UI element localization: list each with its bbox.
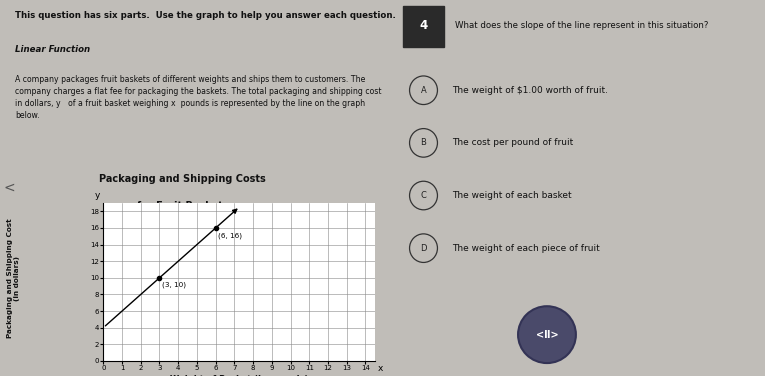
X-axis label: Weight of Basket (in pounds): Weight of Basket (in pounds): [170, 375, 308, 376]
Text: A company packages fruit baskets of different weights and ships them to customer: A company packages fruit baskets of diff…: [15, 75, 382, 120]
Text: This question has six parts.  Use the graph to help you answer each question.: This question has six parts. Use the gra…: [15, 11, 396, 20]
Text: C: C: [421, 191, 426, 200]
Text: The cost per pound of fruit: The cost per pound of fruit: [452, 138, 574, 147]
FancyBboxPatch shape: [403, 6, 444, 47]
Text: y: y: [95, 191, 100, 200]
Text: The weight of each piece of fruit: The weight of each piece of fruit: [452, 244, 600, 253]
Text: (6, 16): (6, 16): [219, 232, 243, 239]
Text: <Ⅱ>: <Ⅱ>: [536, 330, 558, 340]
Text: D: D: [420, 244, 427, 253]
Circle shape: [518, 306, 576, 363]
Text: What does the slope of the line represent in this situation?: What does the slope of the line represen…: [454, 21, 708, 30]
Text: Packaging and Shipping Costs: Packaging and Shipping Costs: [99, 174, 265, 184]
Text: The weight of each basket: The weight of each basket: [452, 191, 571, 200]
Text: The weight of $1.00 worth of fruit.: The weight of $1.00 worth of fruit.: [452, 86, 608, 95]
Text: B: B: [421, 138, 426, 147]
Text: (3, 10): (3, 10): [162, 282, 186, 288]
Text: Linear Function: Linear Function: [15, 45, 90, 54]
Text: for Fruit Baskets: for Fruit Baskets: [137, 200, 228, 211]
Text: 4: 4: [419, 19, 428, 32]
Text: <: <: [4, 181, 15, 195]
Text: A: A: [421, 86, 426, 95]
Text: Packaging and Shipping Cost
(in dollars): Packaging and Shipping Cost (in dollars): [8, 218, 20, 338]
Text: x: x: [378, 364, 383, 373]
